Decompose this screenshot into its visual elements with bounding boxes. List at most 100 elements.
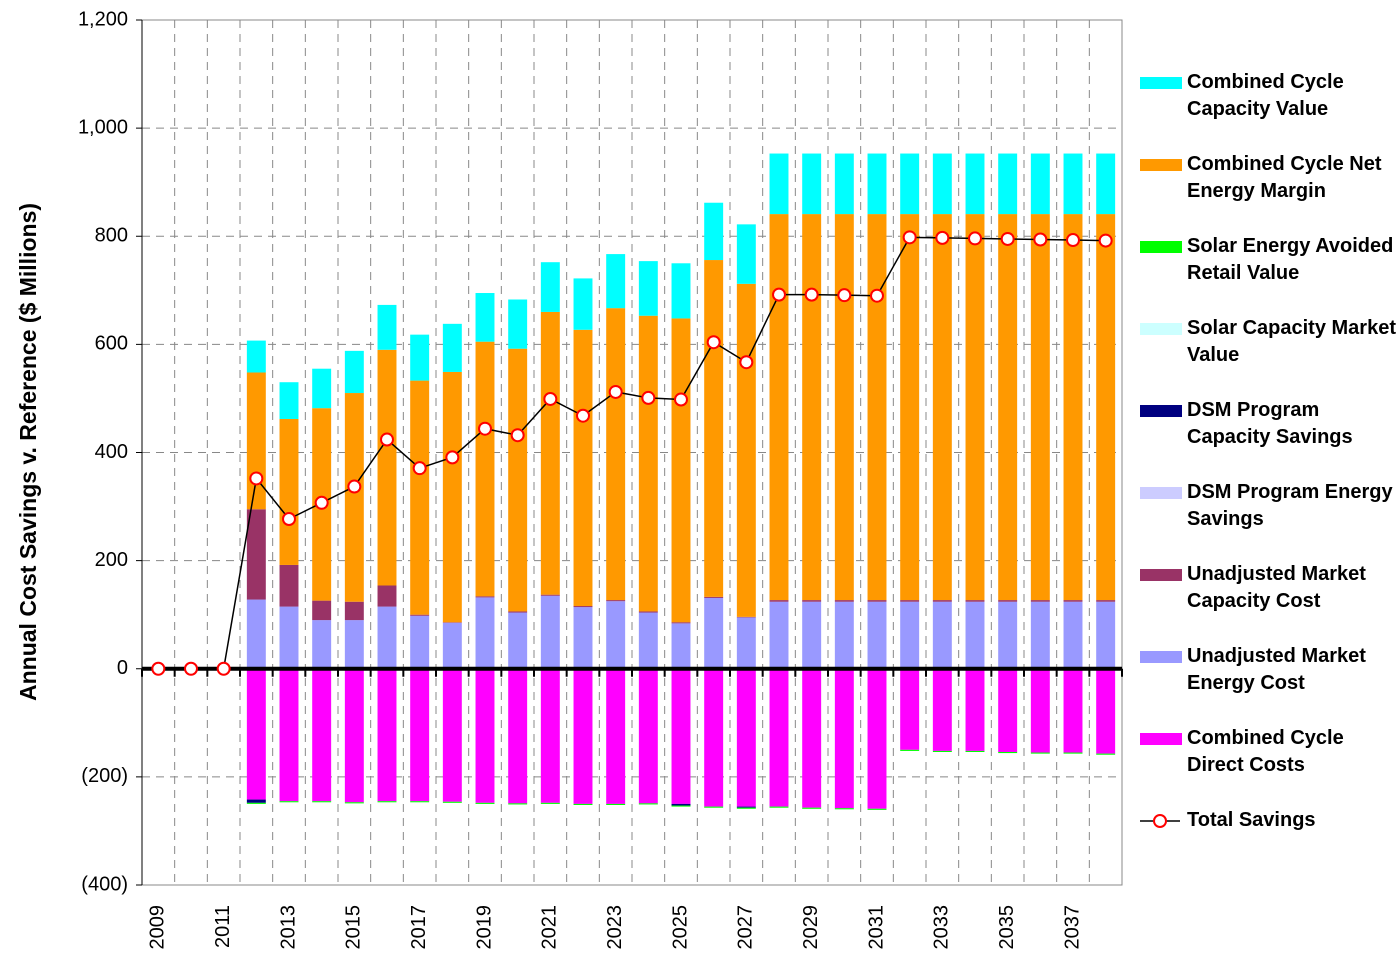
legend-label: Unadjusted Market Energy Cost [1187, 645, 1366, 694]
bar-segment [671, 318, 691, 623]
bar-segment [769, 668, 789, 807]
legend-swatch [1140, 323, 1182, 335]
bar-segment [834, 153, 854, 215]
bar-segment [932, 601, 952, 669]
legend-swatch [1140, 77, 1182, 89]
legend-label: Combined Cycle Direct Costs [1187, 727, 1344, 776]
line-marker [380, 432, 394, 447]
bar-segment [1030, 214, 1050, 601]
line-marker [184, 661, 198, 676]
bar-segment [736, 617, 756, 669]
bar-segment [606, 601, 626, 669]
bar-segment [900, 601, 920, 669]
bar-segment [573, 606, 593, 608]
bar-segment [540, 668, 560, 803]
bar-segment [1096, 668, 1116, 754]
x-tick-label: 2023 [604, 905, 626, 950]
line-marker [478, 421, 492, 436]
bar-segment [1096, 153, 1116, 215]
bar-segment [475, 597, 495, 669]
line-marker [314, 495, 329, 510]
bar-segment [573, 803, 593, 805]
bar-segment [1096, 753, 1116, 755]
legend-label: Combined Cycle Net Energy Margin [1187, 153, 1382, 202]
bar-segment [312, 368, 332, 409]
bar-segment [638, 612, 658, 669]
bar-segment [540, 262, 560, 312]
bar-segment [279, 418, 299, 565]
bar-segment [867, 214, 887, 601]
bar-segment [279, 801, 299, 803]
bar-segment [834, 214, 854, 601]
bar-segment [736, 806, 756, 808]
bar-segment [965, 601, 985, 669]
line-marker [1098, 233, 1113, 248]
line-marker [282, 511, 296, 526]
bar-segment [246, 802, 266, 804]
x-tick-label: 2037 [1061, 905, 1083, 950]
bar-segment [900, 153, 920, 215]
x-tick-label: 2017 [408, 905, 430, 950]
bar-segment [344, 393, 364, 602]
bar-segment [802, 214, 822, 601]
legend-label: DSM Program Capacity Savings [1187, 399, 1353, 448]
bar-segment [867, 668, 887, 809]
bar-segment [508, 803, 528, 805]
bar-segment [736, 616, 756, 618]
bar-segment [573, 668, 593, 804]
bar-segment [704, 597, 724, 669]
legend-label: Unadjusted Market Capacity Cost [1187, 563, 1366, 612]
x-tick-label: 2033 [931, 905, 953, 950]
legend-swatch [1140, 651, 1182, 663]
bar-segment [998, 752, 1018, 754]
line-marker [968, 231, 982, 246]
bar-segment [998, 601, 1018, 669]
bar-segment [1063, 668, 1083, 753]
bar-segment [377, 668, 397, 802]
bar-segment [573, 278, 593, 330]
bar-segment [410, 334, 430, 381]
y-tick-label: 400 [95, 441, 128, 463]
bar-segment [769, 806, 789, 808]
bar-segment [279, 382, 299, 419]
bar-segment [638, 803, 658, 805]
x-tick-label: 2009 [147, 905, 169, 950]
line-marker [510, 428, 525, 443]
line-marker [151, 661, 166, 676]
bar-segment [344, 601, 364, 621]
bar-segment [802, 153, 822, 215]
bar-segment [900, 668, 920, 750]
line-marker [772, 287, 786, 302]
y-tick-label: 600 [95, 333, 128, 355]
bar-segment [900, 600, 920, 602]
bar-segment [606, 308, 626, 601]
bar-segment [834, 668, 854, 809]
bar-segment [1063, 752, 1083, 754]
line-marker [1033, 232, 1048, 247]
bar-segment [377, 585, 397, 607]
bar-segment [704, 260, 724, 597]
bar-segment [442, 622, 462, 669]
bar-segment [1096, 600, 1116, 602]
bar-segment [802, 668, 822, 808]
bar-segment [606, 803, 626, 805]
bar-segment [834, 808, 854, 810]
bar-segment [802, 600, 822, 602]
bar-segment [998, 153, 1018, 215]
y-tick-label: (200) [81, 765, 128, 787]
line-marker [706, 335, 721, 350]
bar-segment [769, 153, 789, 215]
bar-segment [410, 380, 430, 615]
bar-segment [671, 805, 691, 807]
bar-segment [932, 668, 952, 751]
bar-segment [965, 668, 985, 751]
bar-segment [638, 261, 658, 316]
bar-segment [1063, 214, 1083, 601]
bar-segment [998, 668, 1018, 753]
bar-segment [932, 750, 952, 753]
y-tick-label: 800 [95, 225, 128, 247]
legend-label: Solar Capacity Market Value [1187, 317, 1396, 366]
line-marker [870, 288, 884, 303]
bar-segment [671, 668, 691, 804]
